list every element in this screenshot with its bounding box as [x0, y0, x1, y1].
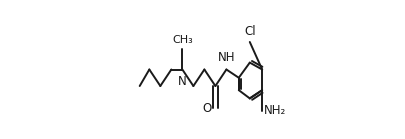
Text: NH: NH: [217, 51, 234, 64]
Text: O: O: [202, 101, 211, 115]
Text: CH₃: CH₃: [172, 35, 192, 45]
Text: N: N: [177, 75, 186, 88]
Text: NH₂: NH₂: [263, 104, 285, 117]
Text: Cl: Cl: [243, 25, 255, 38]
